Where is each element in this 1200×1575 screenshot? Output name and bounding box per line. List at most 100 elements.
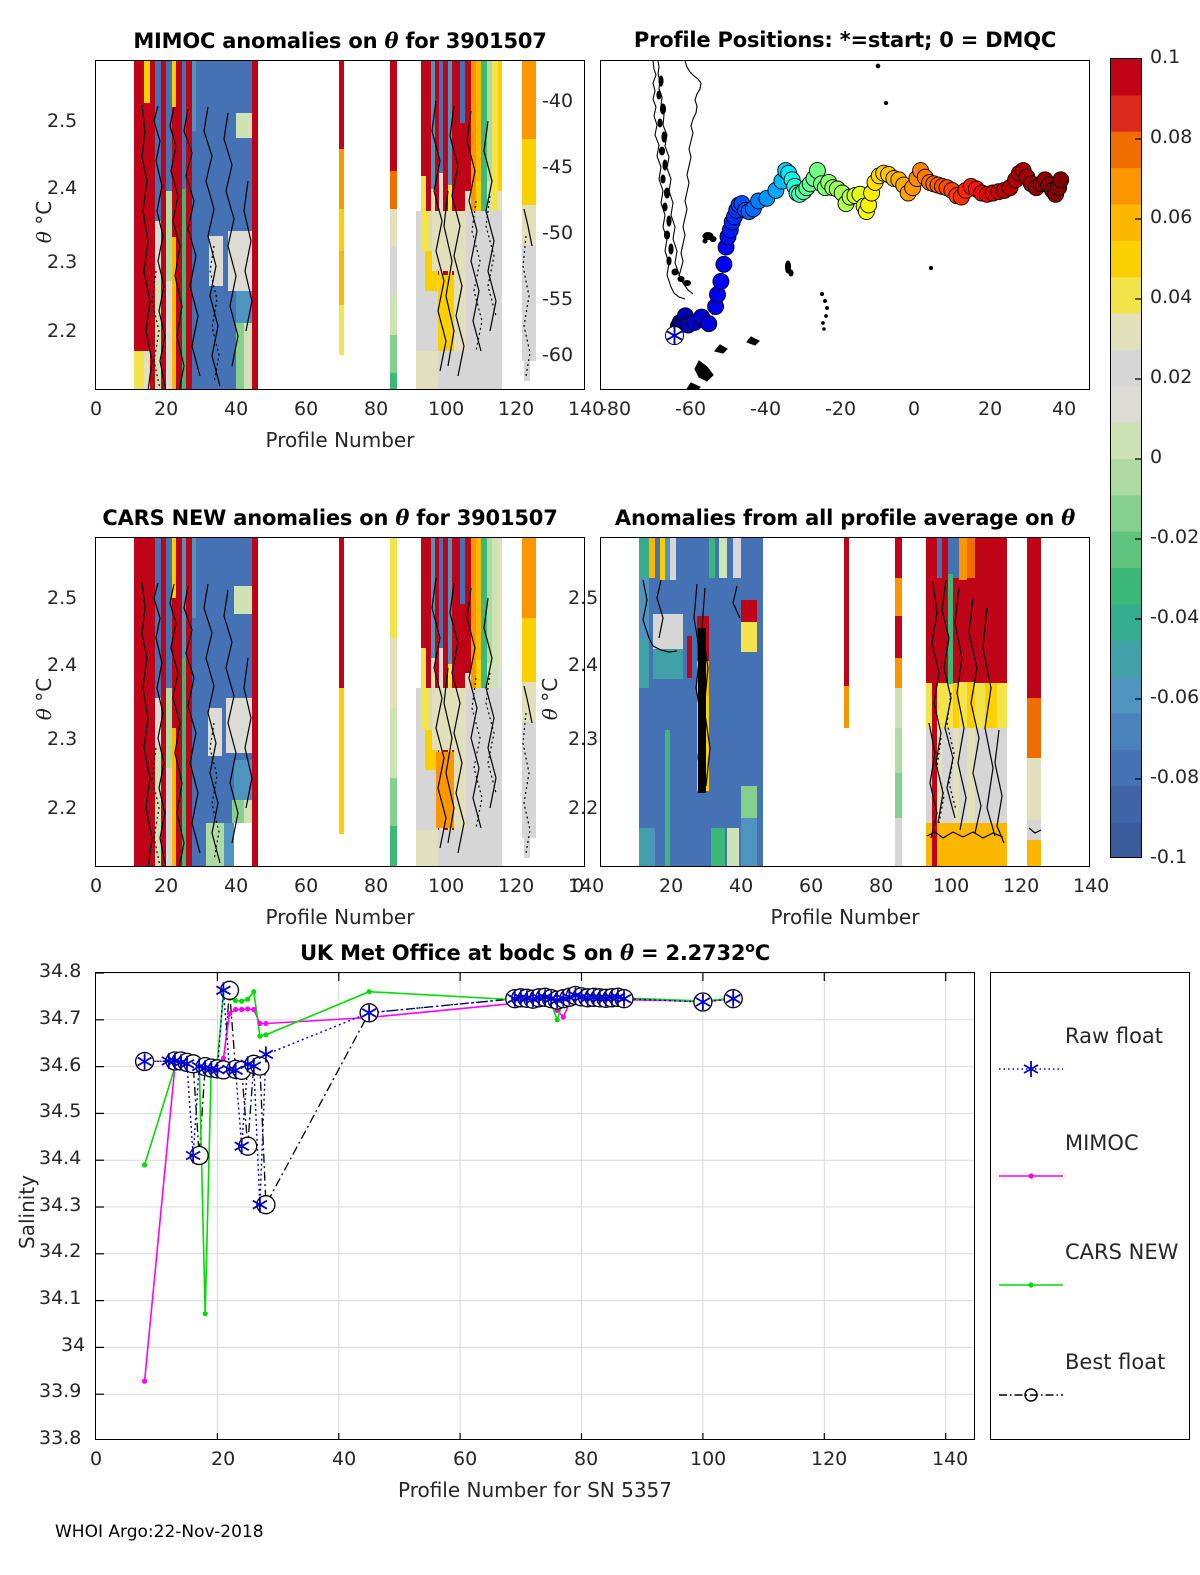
allavg-ytick-2_5: 2.5	[568, 587, 599, 609]
allavg-anomaly-axes	[600, 537, 1090, 867]
xtick: 20	[659, 875, 684, 897]
xtick: 120	[498, 875, 535, 897]
mimoc-panel-title: MIMOC anomalies on θ for 3901507	[95, 28, 585, 53]
xtick: 0	[90, 1448, 103, 1470]
legend-entry-best-float	[999, 1388, 1063, 1402]
theta-glyph: θ	[620, 940, 634, 965]
cars-xlabel: Profile Number	[265, 905, 415, 929]
xtick: 60	[453, 1448, 478, 1470]
cars-ytick-2_3: 2.3	[47, 728, 78, 750]
cbar-tick: -0.06	[1150, 686, 1200, 708]
salinity-axes	[95, 972, 975, 1440]
degc-unit: °C	[32, 200, 56, 232]
xtick: 120	[498, 398, 535, 420]
xtick: 0	[90, 398, 103, 420]
xtick: 40	[332, 1448, 357, 1470]
legend-entry-raw-float	[999, 1061, 1063, 1077]
xtick: -80	[600, 398, 632, 420]
xtick: 40	[224, 398, 249, 420]
salinity-ylabel: Salinity	[15, 1175, 39, 1249]
xtick: 40	[1052, 398, 1077, 420]
cbar-tick: -0.04	[1150, 606, 1200, 628]
salinity-plot	[96, 973, 974, 1439]
mimoc-ylabel: θ °C	[32, 172, 56, 272]
cars-ytick-2_5: 2.5	[47, 587, 78, 609]
cars-ytick-2_4: 2.4	[47, 654, 78, 676]
allavg-ytick-2_4: 2.4	[568, 654, 599, 676]
xtick: 140	[1073, 875, 1110, 897]
xtick: 0	[90, 875, 103, 897]
colorbar	[1110, 58, 1142, 858]
map-plot	[652, 61, 1070, 389]
xtick: -20	[825, 398, 857, 420]
legend-label-raw-float: Raw float	[1065, 1024, 1164, 1048]
cbar-tick: -0.02	[1150, 526, 1200, 548]
xtick: 100	[428, 398, 465, 420]
figure-footer: WHOI Argo:22-Nov-2018	[55, 1522, 264, 1542]
allavg-ytick-2_2: 2.2	[568, 797, 599, 819]
cars-pcolor	[134, 538, 536, 866]
theta-glyph: θ	[384, 28, 399, 53]
legend-label-mimoc: MIMOC	[1065, 1131, 1139, 1155]
legend-entry-cars	[999, 1282, 1063, 1288]
map-ytick-n50: -50	[542, 222, 574, 244]
legend-symbols	[999, 1061, 1063, 1402]
xtick: 80	[869, 875, 894, 897]
ytick: 34.2	[39, 1240, 82, 1262]
ytick: 34.5	[39, 1100, 82, 1122]
xtick: 100	[690, 1448, 727, 1470]
xtick: 40	[729, 875, 754, 897]
xtick: 20	[154, 875, 179, 897]
salinity-legend	[990, 972, 1190, 1440]
allavg-ylabel: θ °C	[538, 649, 562, 749]
start-asterisk-icon	[665, 326, 684, 346]
mimoc-ytick-2_3: 2.3	[47, 251, 78, 273]
map-panel-title: Profile Positions: *=start; 0 = DMQC	[633, 28, 1057, 52]
map-axes	[600, 60, 1090, 390]
ytick: 34	[61, 1334, 86, 1356]
allavg-xlabel: Profile Number	[770, 905, 920, 929]
legend-label-cars-new: CARS NEW	[1065, 1240, 1179, 1264]
allavg-cells	[639, 538, 1041, 866]
mimoc-xlabel: Profile Number	[265, 428, 415, 452]
xtick: -60	[675, 398, 707, 420]
degree-superscript: o	[745, 940, 755, 956]
mimoc-anomaly-axes	[95, 60, 585, 390]
celsius-letter: C	[754, 941, 770, 965]
xtick: 20	[978, 398, 1003, 420]
ytick: 34.4	[39, 1147, 82, 1169]
dot-marker	[1028, 1173, 1034, 1179]
cbar-tick: 0.06	[1150, 206, 1193, 228]
xtick: 0	[572, 875, 585, 897]
map-ytick-n55: -55	[542, 288, 574, 310]
theta-glyph: θ	[32, 708, 56, 721]
cbar-tick: 0	[1150, 446, 1163, 468]
cars-title-post: for 3901507	[409, 506, 558, 530]
xtick: 80	[364, 398, 389, 420]
mimoc-ytick-2_2: 2.2	[47, 320, 78, 342]
cars-anomaly-axes	[95, 537, 585, 867]
profile-position-markers	[665, 162, 1070, 346]
ytick: 34.8	[39, 960, 82, 982]
map-ytick-n45: -45	[542, 156, 574, 178]
mimoc-ytick-2_5: 2.5	[47, 110, 78, 132]
map-ytick-n40: -40	[542, 90, 574, 112]
xtick: 100	[428, 875, 465, 897]
cars-ytick-2_2: 2.2	[47, 797, 78, 819]
allavg-panel-title: Anomalies from all profile average on θ	[590, 505, 1100, 530]
cbar-tick: 0.04	[1150, 286, 1193, 308]
theta-glyph: θ	[1061, 505, 1076, 530]
colorbar-gradient	[1111, 59, 1141, 857]
allavg-dotted-contours	[936, 692, 957, 824]
xtick: 0	[908, 398, 921, 420]
cbar-tick: 0.02	[1150, 366, 1193, 388]
cars-contours	[141, 577, 533, 866]
xtick: 120	[811, 1448, 848, 1470]
ytick: 34.7	[39, 1007, 82, 1029]
xtick: 20	[211, 1448, 236, 1470]
cbar-tick: 0.08	[1150, 126, 1193, 148]
xtick: 20	[154, 398, 179, 420]
mimoc-title-pre: MIMOC anomalies on	[133, 29, 385, 53]
legend-entry-mimoc	[999, 1173, 1063, 1179]
map-ytick-n60: -60	[542, 344, 574, 366]
